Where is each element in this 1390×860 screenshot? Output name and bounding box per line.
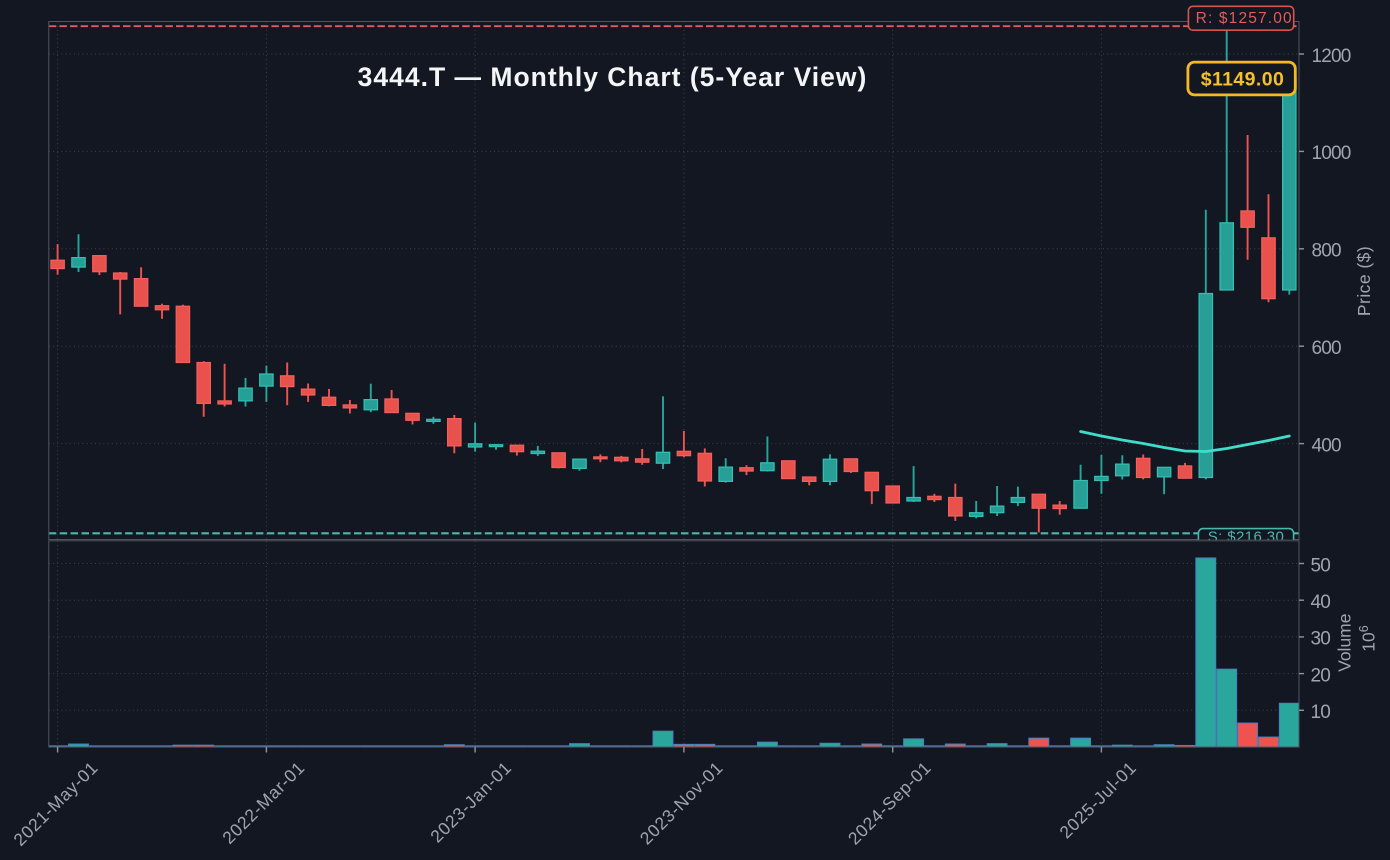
svg-text:S: $216.30: S: $216.30 — [1208, 529, 1285, 546]
svg-text:Volume: Volume — [1335, 614, 1355, 672]
svg-text:3444.T — Monthly Chart (5-Year: 3444.T — Monthly Chart (5-Year View) — [358, 62, 868, 92]
svg-text:$1149.00: $1149.00 — [1201, 68, 1284, 90]
svg-text:Price ($): Price ($) — [1354, 246, 1374, 316]
svg-text:1200: 1200 — [1312, 46, 1351, 67]
svg-text:400: 400 — [1312, 435, 1342, 456]
svg-text:600: 600 — [1312, 338, 1342, 359]
svg-text:R: $1257.00: R: $1257.00 — [1196, 10, 1293, 27]
svg-text:10: 10 — [1311, 702, 1331, 723]
svg-text:20: 20 — [1311, 665, 1331, 686]
svg-text:30: 30 — [1311, 629, 1331, 650]
svg-text:1000: 1000 — [1312, 143, 1351, 164]
svg-text:800: 800 — [1312, 241, 1342, 262]
svg-text:50: 50 — [1311, 555, 1331, 576]
svg-text:40: 40 — [1311, 592, 1331, 613]
